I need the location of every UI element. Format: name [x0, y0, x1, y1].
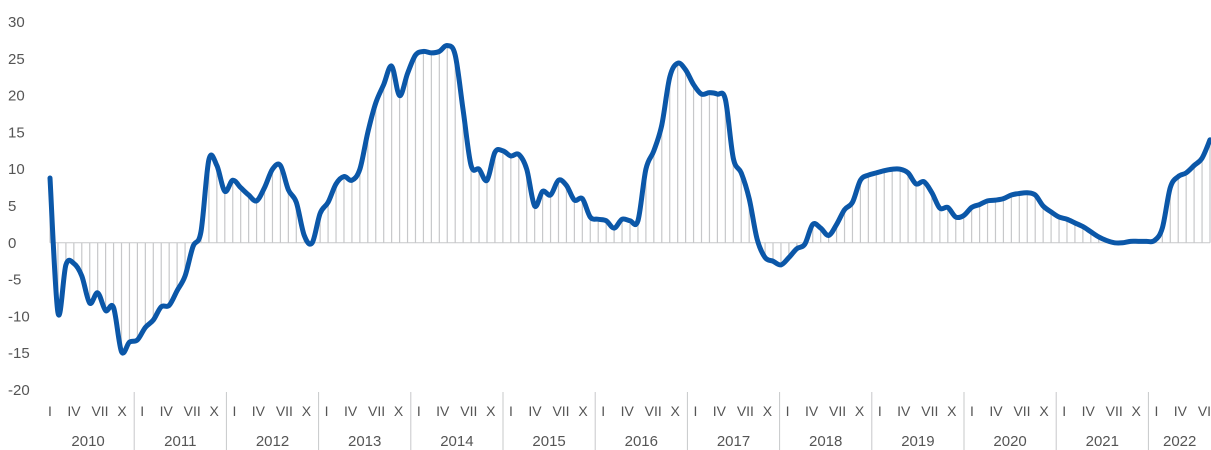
quarter-tick-label: I: [48, 403, 52, 419]
quarter-tick-label: X: [117, 403, 127, 419]
quarter-tick-label: I: [140, 403, 144, 419]
quarter-tick-label: X: [947, 403, 957, 419]
series-line: [47, 43, 1211, 356]
quarter-tick-label: X: [855, 403, 865, 419]
quarter-tick-label: VII: [91, 403, 108, 419]
x-axis: I IV VII X 2010 I IV VII X 2011 I IV VII X 2012 I IV VII X…: [48, 392, 1211, 450]
y-tick-label: 10: [8, 161, 25, 178]
quarter-tick-label: IV: [344, 403, 358, 419]
quarter-tick-label: I: [970, 403, 974, 419]
quarter-tick-label: X: [578, 403, 588, 419]
quarter-tick-label: I: [509, 403, 513, 419]
quarter-tick-label: IV: [436, 403, 450, 419]
y-tick-label: 0: [8, 235, 16, 252]
quarter-tick-label: IV: [160, 403, 174, 419]
quarter-tick-label: I: [601, 403, 605, 419]
quarter-tick-label: VII: [368, 403, 385, 419]
quarter-tick-label: IV: [1082, 403, 1096, 419]
quarter-tick-label: X: [671, 403, 681, 419]
quarter-tick-label: IV: [621, 403, 635, 419]
series-line-path: [47, 43, 1211, 356]
quarter-tick-label: I: [878, 403, 882, 419]
quarter-tick-label: VII: [645, 403, 662, 419]
quarter-tick-label: VII: [460, 403, 477, 419]
quarter-tick-label: IV: [713, 403, 727, 419]
quarter-tick-label: VII: [1013, 403, 1030, 419]
quarter-tick-label: I: [786, 403, 790, 419]
year-label: 2018: [809, 433, 842, 450]
y-tick-label: 5: [8, 198, 16, 215]
year-label: 2022: [1163, 433, 1196, 450]
quarter-tick-label: IV: [252, 403, 266, 419]
y-tick-label: -20: [8, 382, 30, 399]
year-label: 2011: [164, 433, 196, 450]
quarter-tick-label: X: [394, 403, 404, 419]
quarter-tick-label: X: [763, 403, 773, 419]
year-label: 2012: [256, 433, 289, 450]
year-label: 2010: [71, 433, 104, 450]
quarter-tick-label: IV: [989, 403, 1003, 419]
quarter-tick-label: VII: [921, 403, 938, 419]
quarter-tick-label: I: [232, 403, 236, 419]
quarter-tick-label: IV: [528, 403, 542, 419]
quarter-tick-label: IV: [1174, 403, 1188, 419]
year-label: 2020: [993, 433, 1026, 450]
quarter-tick-label: VII: [1198, 403, 1211, 419]
quarter-tick-label: X: [1132, 403, 1142, 419]
y-tick-label: 15: [8, 124, 25, 141]
y-tick-label: 25: [8, 51, 25, 68]
year-label: 2013: [348, 433, 381, 450]
quarter-tick-label: IV: [805, 403, 819, 419]
quarter-tick-label: I: [693, 403, 697, 419]
quarter-tick-label: I: [325, 403, 329, 419]
quarter-tick-label: VII: [552, 403, 569, 419]
year-label: 2015: [532, 433, 565, 450]
y-tick-label: 30: [8, 14, 25, 31]
quarter-tick-label: IV: [897, 403, 911, 419]
quarter-tick-label: X: [486, 403, 496, 419]
quarter-tick-label: X: [1039, 403, 1049, 419]
quarter-tick-label: X: [210, 403, 220, 419]
y-tick-label: -10: [8, 308, 30, 325]
year-label: 2017: [717, 433, 750, 450]
quarter-tick-label: VII: [276, 403, 293, 419]
quarter-tick-label: VII: [184, 403, 201, 419]
quarter-tick-label: VII: [829, 403, 846, 419]
quarter-tick-label: VII: [737, 403, 754, 419]
y-tick-label: -5: [8, 272, 21, 289]
y-tick-label: -15: [8, 345, 30, 362]
quarter-tick-label: I: [417, 403, 421, 419]
y-axis-labels: 30 25 20 15 10 5 0 -5 -10 -15 -20: [8, 14, 30, 399]
quarter-tick-label: X: [302, 403, 312, 419]
year-label: 2014: [440, 433, 473, 450]
year-label: 2016: [625, 433, 658, 450]
year-label: 2019: [901, 433, 934, 450]
quarter-tick-label: VII: [1106, 403, 1123, 419]
year-label: 2021: [1086, 433, 1119, 450]
quarter-tick-label: I: [1154, 403, 1158, 419]
quarter-tick-label: IV: [67, 403, 81, 419]
quarter-tick-label: I: [1062, 403, 1066, 419]
y-tick-label: 20: [8, 88, 25, 105]
